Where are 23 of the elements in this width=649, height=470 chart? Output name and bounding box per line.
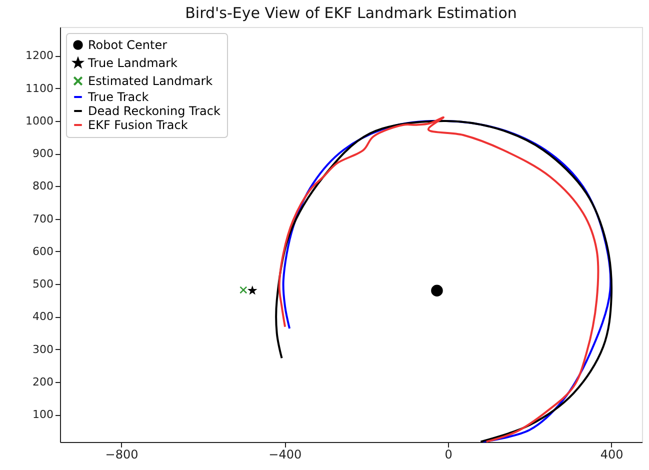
x-tick-label: −800	[105, 448, 138, 462]
y-tick-label: 800	[32, 180, 54, 193]
y-tick-label: 100	[32, 408, 54, 422]
x-tick-label: −400	[268, 448, 302, 462]
legend-label: Estimated Landmark	[88, 74, 213, 88]
y-tick-label: 1200	[26, 49, 54, 62]
y-tick-label: 500	[32, 278, 54, 291]
legend-label: True Landmark	[87, 56, 178, 70]
legend-label: Dead Reckoning Track	[88, 104, 220, 118]
y-tick-label: 1100	[26, 82, 54, 95]
x-tick-label: 400	[600, 448, 624, 462]
legend-label: Robot Center	[88, 38, 168, 52]
y-tick-label: 300	[32, 342, 54, 356]
y-tick-label: 1000	[26, 114, 54, 128]
y-tick-label: 900	[32, 147, 54, 160]
chart-title: Bird's-Eye View of EKF Landmark Estimation	[185, 4, 517, 22]
y-tick-label: 200	[32, 375, 54, 388]
legend-label: EKF Fusion Track	[88, 118, 188, 132]
y-tick-label: 400	[32, 310, 54, 324]
y-tick-label: 700	[32, 212, 54, 226]
legend-label: True Track	[87, 90, 149, 104]
x-tick-label: 0	[444, 448, 452, 462]
y-tick-label: 600	[32, 244, 54, 258]
